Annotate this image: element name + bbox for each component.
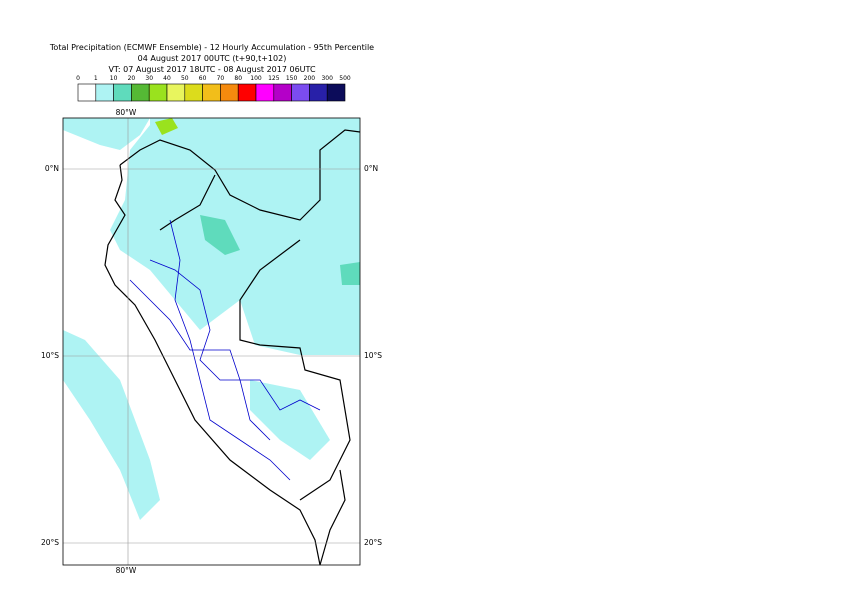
legend-swatch xyxy=(273,83,292,102)
border xyxy=(319,469,346,566)
precip-area xyxy=(63,330,160,520)
legend-swatch xyxy=(184,83,203,102)
lat-label: 10°S xyxy=(364,351,382,360)
coastline xyxy=(104,164,321,566)
legend-tick-label: 10 xyxy=(110,75,118,82)
map: 80°W 80°W 0°N 0°N 10°S 10°S 20°S 20°S xyxy=(41,108,382,575)
legend-tick-label: 30 xyxy=(145,75,153,82)
legend-swatch xyxy=(220,83,239,102)
lon-label: 80°W xyxy=(116,108,137,117)
legend-tick-label: 0 xyxy=(76,75,80,82)
lat-label: 20°S xyxy=(364,538,382,547)
lat-label: 10°S xyxy=(41,351,59,360)
lat-label: 20°S xyxy=(41,538,59,547)
legend-swatch xyxy=(131,83,150,102)
border xyxy=(239,239,351,501)
legend-swatch xyxy=(113,83,132,102)
lat-label: 0°N xyxy=(45,164,59,173)
legend-tick-label: 100 xyxy=(250,75,262,82)
admin-border xyxy=(169,219,291,481)
legend-tick-label: 500 xyxy=(339,75,351,82)
legend-tick-label: 1 xyxy=(94,75,98,82)
admin-border xyxy=(129,279,271,441)
valid-time: VT: 07 August 2017 18UTC - 08 August 201… xyxy=(108,65,316,74)
legend-swatch xyxy=(255,83,275,102)
lon-label: 80°W xyxy=(116,566,137,575)
precip-area xyxy=(110,118,360,355)
legend-tick-label: 60 xyxy=(199,75,207,82)
legend-swatch xyxy=(148,83,168,102)
legend-swatch xyxy=(291,83,310,102)
title: Total Precipitation (ECMWF Ensemble) - 1… xyxy=(49,43,374,52)
subtitle: 04 August 2017 00UTC (t+90,t+102) xyxy=(138,54,287,63)
legend-tick-label: 125 xyxy=(268,75,280,82)
map-frame xyxy=(62,117,361,566)
precip-area xyxy=(200,215,240,255)
legend: 0 1 10 20 30 40 50 60 70 80 100 125 150 200 300 500 xyxy=(76,75,351,102)
legend-swatch xyxy=(326,83,346,102)
legend-tick-label: 40 xyxy=(163,75,171,82)
legend-tick-label: 80 xyxy=(234,75,242,82)
legend-swatch xyxy=(95,83,114,102)
legend-tick-label: 70 xyxy=(217,75,225,82)
legend-swatch xyxy=(202,83,221,102)
border xyxy=(119,129,361,221)
precip-area xyxy=(250,380,330,460)
border xyxy=(159,174,216,231)
legend-tick-label: 20 xyxy=(128,75,136,82)
legend-swatch xyxy=(77,83,97,102)
legend-swatch xyxy=(237,83,257,102)
legend-swatch xyxy=(309,83,328,102)
lat-label: 0°N xyxy=(364,164,378,173)
precip-area xyxy=(155,118,178,135)
legend-tick-label: 50 xyxy=(181,75,189,82)
legend-tick-label: 300 xyxy=(321,75,333,82)
legend-swatch xyxy=(166,83,186,102)
admin-border xyxy=(149,259,321,411)
legend-tick-label: 200 xyxy=(304,75,316,82)
precip-area xyxy=(340,262,360,285)
legend-tick-label: 150 xyxy=(286,75,298,82)
